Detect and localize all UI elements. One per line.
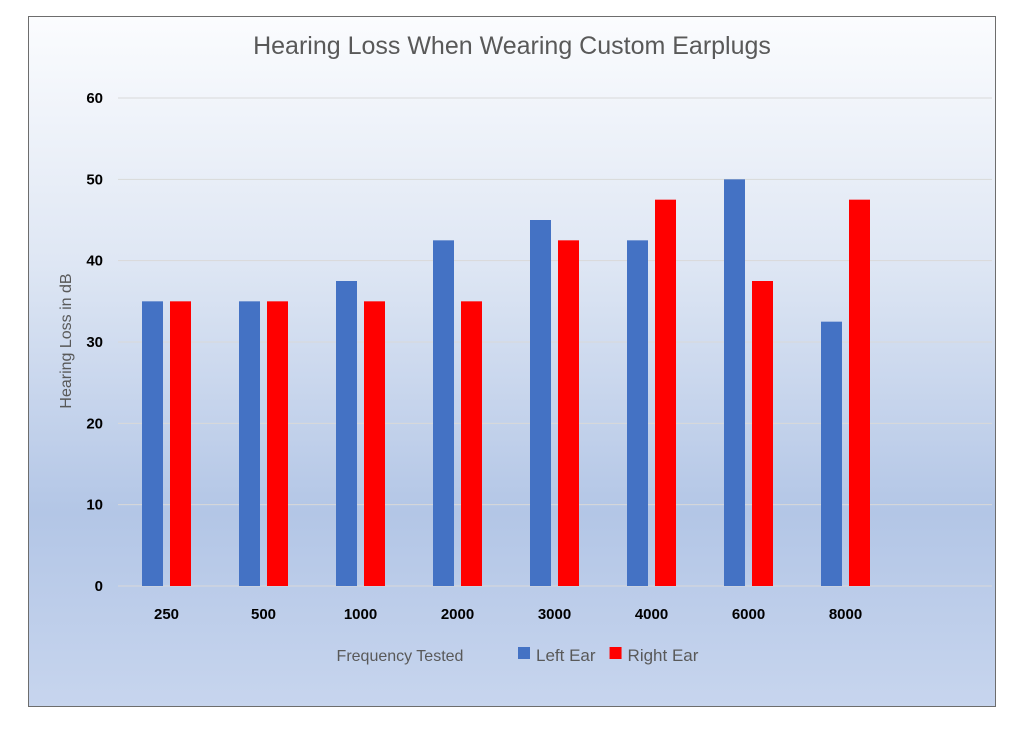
x-axis-label: Frequency Tested [337,648,464,665]
bar-right-ear [752,281,773,586]
y-tick-label: 10 [86,497,103,514]
y-tick-label: 60 [86,90,103,107]
bar-left-ear [627,240,648,587]
gridlines [118,97,992,587]
legend: Left Ear Right Ear [518,646,699,665]
bar-left-ear [821,321,842,586]
bar-left-ear [239,301,260,586]
bar-right-ear [267,301,288,586]
x-axis-ticks: 250 500 1000 2000 3000 4000 6000 8000 [154,606,862,623]
bar-right-ear [170,301,191,586]
legend-swatch-right-ear [609,647,622,659]
y-tick-label: 50 [86,171,103,188]
x-tick-label: 6000 [732,606,765,623]
x-tick-label: 3000 [538,606,571,623]
y-axis-label: Hearing Loss in dB [58,273,75,408]
y-tick-label: 30 [86,334,103,351]
x-tick-label: 2000 [441,606,474,623]
bar-left-ear [336,281,357,586]
x-tick-label: 250 [154,606,179,623]
legend-label-right-ear: Right Ear [628,646,699,665]
bar-right-ear [558,240,579,587]
bar-left-ear [142,301,163,586]
bar-left-ear [724,179,745,587]
x-tick-label: 8000 [829,606,862,623]
x-tick-label: 1000 [344,606,377,623]
legend-swatch-left-ear [518,647,530,659]
y-axis-ticks: 0 10 20 30 40 50 60 [86,90,103,595]
x-tick-label: 500 [251,606,276,623]
bar-right-ear [461,301,482,586]
legend-label-left-ear: Left Ear [536,646,596,665]
bars [142,179,870,587]
bar-right-ear [849,199,870,586]
chart-title: Hearing Loss When Wearing Custom Earplug… [253,32,771,60]
y-tick-label: 20 [86,415,103,432]
y-tick-label: 40 [86,253,103,270]
x-tick-label: 4000 [635,606,668,623]
y-tick-label: 0 [95,578,103,595]
bar-right-ear [364,301,385,586]
bar-right-ear [655,199,676,586]
bar-left-ear [433,240,454,587]
bar-left-ear [530,220,551,586]
